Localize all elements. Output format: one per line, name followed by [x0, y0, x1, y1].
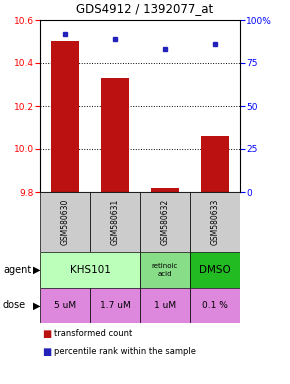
Bar	[40, 288, 90, 323]
Bar	[40, 252, 140, 288]
Text: GSM580630: GSM580630	[61, 199, 70, 245]
Bar	[51, 41, 79, 192]
Text: GSM580633: GSM580633	[211, 199, 220, 245]
Text: GSM580631: GSM580631	[110, 199, 119, 245]
Text: ■: ■	[42, 347, 51, 357]
Bar	[140, 252, 190, 288]
Text: agent: agent	[3, 265, 31, 275]
Text: ▶: ▶	[33, 301, 41, 311]
Bar	[190, 192, 240, 252]
Text: GDS4912 / 1392077_at: GDS4912 / 1392077_at	[76, 2, 214, 15]
Text: ■: ■	[42, 329, 51, 339]
Bar	[101, 78, 129, 192]
Bar	[140, 192, 190, 252]
Text: 1 uM: 1 uM	[154, 301, 176, 310]
Bar	[190, 252, 240, 288]
Text: KHS101: KHS101	[70, 265, 110, 275]
Bar	[151, 188, 179, 192]
Text: dose: dose	[3, 301, 26, 311]
Text: 0.1 %: 0.1 %	[202, 301, 228, 310]
Text: transformed count: transformed count	[54, 329, 132, 338]
Text: DMSO: DMSO	[199, 265, 231, 275]
Text: 5 uM: 5 uM	[54, 301, 76, 310]
Bar	[90, 192, 140, 252]
Text: GSM580632: GSM580632	[160, 199, 169, 245]
Bar	[140, 288, 190, 323]
Bar	[190, 288, 240, 323]
Bar	[40, 192, 90, 252]
Text: percentile rank within the sample: percentile rank within the sample	[54, 347, 196, 356]
Text: 1.7 uM: 1.7 uM	[100, 301, 130, 310]
Bar	[90, 288, 140, 323]
Text: retinoic
acid: retinoic acid	[152, 263, 178, 276]
Bar	[201, 136, 229, 192]
Text: ▶: ▶	[33, 265, 41, 275]
